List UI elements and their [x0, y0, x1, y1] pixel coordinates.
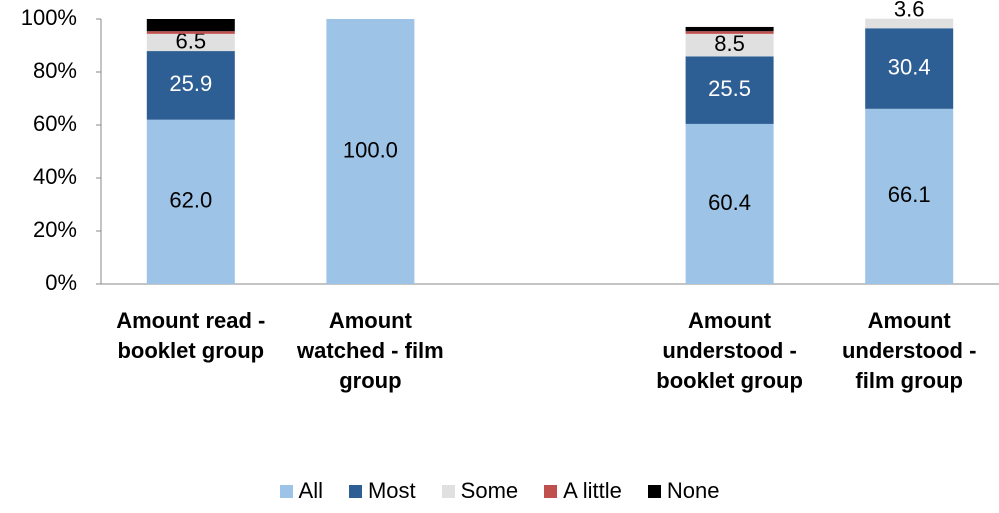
x-tick-label: Amount understood - booklet group: [656, 308, 803, 393]
legend-label: All: [298, 478, 323, 503]
legend-swatch: [348, 484, 362, 498]
legend-swatch: [647, 484, 661, 498]
bar-segment: [326, 19, 415, 284]
value-label: 62.0: [169, 188, 212, 213]
x-tick-label: Amount understood - film group: [841, 308, 977, 393]
value-label: 60.4: [708, 190, 751, 215]
legend-swatch: [279, 484, 293, 498]
value-label: 25.5: [708, 76, 751, 101]
bar-segment: [685, 33, 774, 57]
legend-item: All: [279, 478, 323, 504]
value-label: 8.5: [714, 31, 745, 56]
bar-segment: [146, 19, 235, 32]
bar-segment: [865, 18, 954, 29]
legend-item: Some: [441, 478, 519, 504]
y-tick-label: 0%: [45, 270, 77, 295]
bar-segment: [685, 123, 774, 284]
legend-label: Most: [367, 478, 416, 503]
x-tick-label: Amount watched - film group: [297, 308, 444, 393]
bar-segment: [146, 51, 235, 120]
legend-label: A little: [563, 478, 622, 503]
y-tick-label: 40%: [33, 164, 77, 189]
legend-item: A little: [544, 478, 622, 504]
bar-segment: [146, 33, 235, 52]
legend-item: None: [647, 478, 720, 504]
legend-swatch: [441, 484, 455, 498]
legend-label: Some: [460, 478, 519, 503]
legend-label: None: [666, 478, 720, 503]
bar-segment: [685, 31, 774, 34]
value-label: 100.0: [343, 137, 398, 162]
value-label: 30.4: [888, 54, 931, 79]
x-tick-label: Amount read - booklet group: [116, 308, 266, 363]
y-tick-label: 20%: [33, 217, 77, 242]
y-tick-label: 60%: [33, 111, 77, 136]
bar-segment: [865, 28, 954, 109]
legend: All Most Some A little None: [0, 478, 999, 504]
legend-item: Most: [348, 478, 416, 504]
bar-segment: [865, 108, 954, 285]
value-label: 66.1: [888, 182, 931, 207]
value-label: 3.6: [894, 0, 925, 22]
bar-segment: [685, 26, 774, 32]
y-tick-label: 80%: [33, 58, 77, 83]
value-label: 25.9: [169, 71, 212, 96]
y-tick-label: 100%: [21, 5, 77, 30]
bar-segment: [146, 31, 235, 34]
legend-swatch: [544, 484, 558, 498]
bar-segment: [146, 119, 235, 284]
bar-segment: [685, 56, 774, 124]
